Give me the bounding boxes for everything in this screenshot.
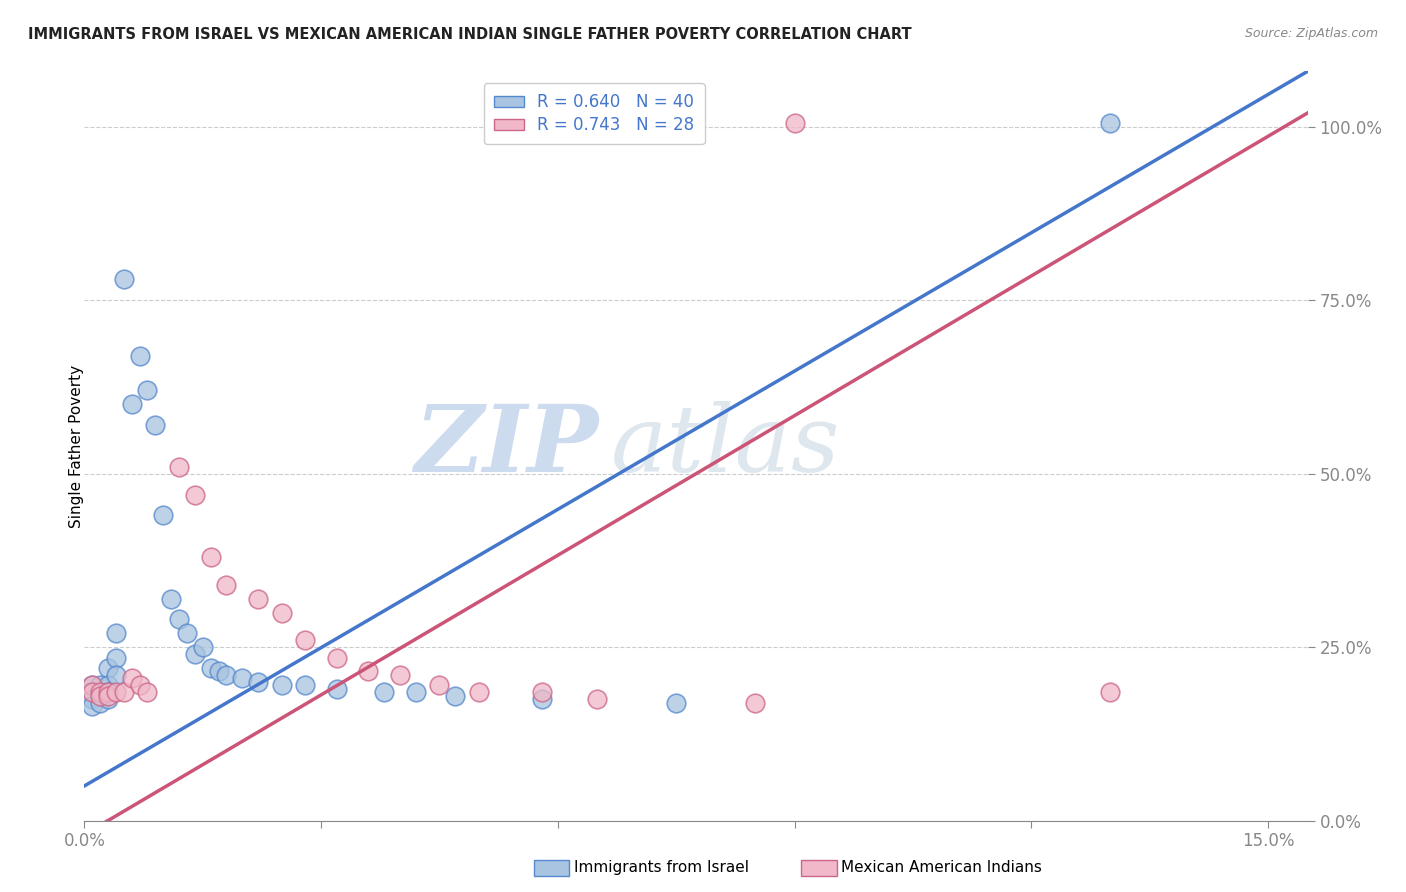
Y-axis label: Single Father Poverty: Single Father Poverty xyxy=(69,365,83,527)
Point xyxy=(531,685,554,699)
Point xyxy=(89,689,111,703)
Point xyxy=(215,578,238,592)
Point xyxy=(200,661,222,675)
Point xyxy=(97,692,120,706)
Text: Immigrants from Israel: Immigrants from Israel xyxy=(574,861,748,875)
Point xyxy=(586,692,609,706)
Point xyxy=(97,689,120,703)
Point xyxy=(82,685,104,699)
Point xyxy=(89,696,111,710)
Point xyxy=(167,459,190,474)
Point xyxy=(97,685,120,699)
Point xyxy=(167,612,190,626)
Point xyxy=(184,647,207,661)
Point xyxy=(104,626,127,640)
Point xyxy=(294,633,316,648)
Text: atlas: atlas xyxy=(610,401,839,491)
Point xyxy=(104,685,127,699)
Point xyxy=(121,672,143,686)
Point xyxy=(82,685,104,699)
Point xyxy=(1099,116,1122,130)
Point xyxy=(1099,685,1122,699)
Point xyxy=(176,626,198,640)
Point xyxy=(112,685,135,699)
Point xyxy=(184,487,207,501)
Legend: R = 0.640   N = 40, R = 0.743   N = 28: R = 0.640 N = 40, R = 0.743 N = 28 xyxy=(484,84,704,145)
Point xyxy=(82,678,104,692)
Point xyxy=(89,685,111,699)
Point xyxy=(270,606,292,620)
Point xyxy=(444,689,467,703)
Point xyxy=(373,685,395,699)
Point xyxy=(357,665,380,679)
Point xyxy=(429,678,451,692)
Point xyxy=(152,508,174,523)
Point xyxy=(121,397,143,411)
Point xyxy=(191,640,214,655)
Point xyxy=(215,668,238,682)
Text: Mexican American Indians: Mexican American Indians xyxy=(841,861,1042,875)
Point xyxy=(783,116,806,130)
Point xyxy=(160,591,183,606)
Point xyxy=(231,672,253,686)
Point xyxy=(89,678,111,692)
Text: IMMIGRANTS FROM ISRAEL VS MEXICAN AMERICAN INDIAN SINGLE FATHER POVERTY CORRELAT: IMMIGRANTS FROM ISRAEL VS MEXICAN AMERIC… xyxy=(28,27,911,42)
Point xyxy=(389,668,412,682)
Point xyxy=(145,418,167,433)
Point xyxy=(665,696,688,710)
Point xyxy=(200,549,222,564)
Point xyxy=(468,685,491,699)
Point xyxy=(82,678,104,692)
Point xyxy=(246,591,269,606)
Point xyxy=(294,678,316,692)
Point xyxy=(112,272,135,286)
Point xyxy=(531,692,554,706)
Point xyxy=(82,699,104,714)
Point xyxy=(97,678,120,692)
Point xyxy=(270,678,292,692)
Text: Source: ZipAtlas.com: Source: ZipAtlas.com xyxy=(1244,27,1378,40)
Point xyxy=(89,685,111,699)
Point xyxy=(136,384,159,398)
Point xyxy=(207,665,229,679)
Point xyxy=(97,661,120,675)
Point xyxy=(744,696,766,710)
Point xyxy=(97,685,120,699)
Point xyxy=(89,689,111,703)
Point xyxy=(104,668,127,682)
Point xyxy=(246,674,269,689)
Text: ZIP: ZIP xyxy=(413,401,598,491)
Point xyxy=(128,349,150,363)
Point xyxy=(326,681,349,696)
Point xyxy=(405,685,427,699)
Point xyxy=(326,650,349,665)
Point xyxy=(104,650,127,665)
Point xyxy=(128,678,150,692)
Point xyxy=(82,692,104,706)
Point xyxy=(136,685,159,699)
